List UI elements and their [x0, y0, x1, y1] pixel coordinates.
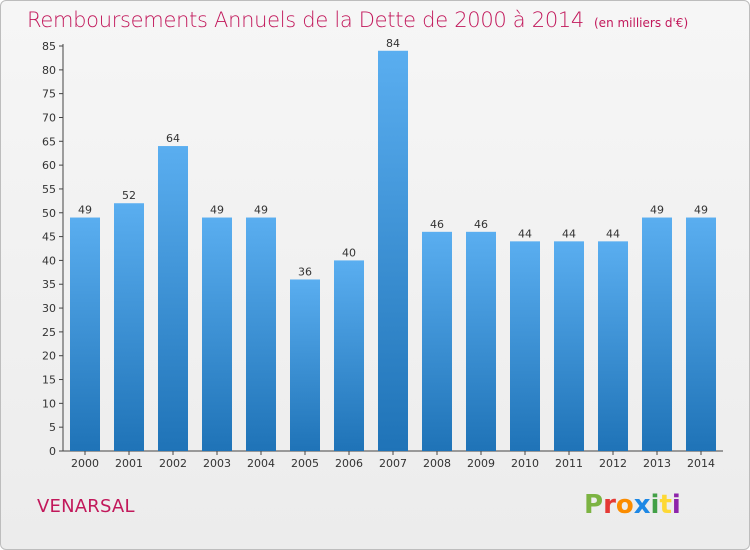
brand-letter: o: [615, 490, 634, 520]
y-tick-label: 10: [42, 397, 56, 410]
bar-2005: [290, 279, 320, 451]
chart-title-main: Remboursements Annuels de la Dette de 20…: [27, 8, 584, 32]
bar-value-label-2009: 46: [474, 218, 488, 231]
x-tick-label: 2005: [291, 457, 319, 470]
bar-2001: [114, 203, 144, 451]
brand-letter: P: [584, 490, 604, 520]
brand-letter: t: [659, 490, 672, 520]
bar-value-label-2007: 84: [386, 37, 400, 50]
x-tick-label: 2010: [511, 457, 539, 470]
y-tick-label: 75: [42, 88, 56, 101]
bar-2011: [554, 241, 584, 451]
y-tick-label: 45: [42, 231, 56, 244]
x-tick-label: 2011: [555, 457, 583, 470]
bar-2014: [686, 217, 716, 451]
bar-2000: [70, 217, 100, 451]
y-tick-label: 20: [42, 350, 56, 363]
x-tick-label: 2014: [687, 457, 715, 470]
brand-letter: x: [633, 490, 651, 520]
x-tick-label: 2009: [467, 457, 495, 470]
bar-value-label-2000: 49: [78, 204, 92, 217]
x-tick-label: 2003: [203, 457, 231, 470]
bar-2002: [158, 146, 188, 451]
bar-value-label-2012: 44: [606, 227, 620, 240]
bar-2013: [642, 217, 672, 451]
y-tick-label: 30: [42, 302, 56, 315]
bar-value-label-2013: 49: [650, 204, 664, 217]
bar-value-label-2006: 40: [342, 246, 356, 259]
y-tick-label: 35: [42, 278, 56, 291]
bar-value-label-2014: 49: [694, 204, 708, 217]
bar-2004: [246, 217, 276, 451]
bar-value-label-2011: 44: [562, 227, 576, 240]
chart-bars: [70, 50, 716, 451]
brand-letter: r: [603, 490, 616, 520]
x-tick-label: 2006: [335, 457, 363, 470]
x-tick-label: 2001: [115, 457, 143, 470]
proxiti-logo[interactable]: Proxiti: [584, 490, 681, 520]
brand-letter: i: [671, 490, 681, 520]
bar-2012: [598, 241, 628, 451]
bar-value-label-2010: 44: [518, 227, 532, 240]
y-tick-label: 5: [49, 421, 56, 434]
x-tick-label: 2002: [159, 457, 187, 470]
y-tick-label: 60: [42, 159, 56, 172]
x-tick-label: 2000: [71, 457, 99, 470]
bar-2006: [334, 260, 364, 451]
bar-value-label-2003: 49: [210, 204, 224, 217]
location-name: VENARSAL: [37, 496, 135, 517]
y-tick-label: 65: [42, 135, 56, 148]
brand-letter: i: [650, 490, 660, 520]
y-tick-label: 80: [42, 64, 56, 77]
bar-2010: [510, 241, 540, 451]
bar-2003: [202, 217, 232, 451]
x-tick-label: 2007: [379, 457, 407, 470]
chart-axes: 0 5 10 15 20 25 30 35 40 45 50 55 60 65 70 75 80 85 2000 20…: [42, 40, 723, 470]
bar-2009: [466, 231, 496, 451]
x-tick-label: 2012: [599, 457, 627, 470]
bar-value-label-2002: 64: [166, 132, 180, 145]
x-tick-label: 2008: [423, 457, 451, 470]
y-tick-label: 25: [42, 326, 56, 339]
chart-subtitle: (en milliers d'€): [594, 16, 689, 30]
bar-2008: [422, 231, 452, 451]
bar-2007: [378, 50, 408, 451]
bar-value-label-2004: 49: [254, 204, 268, 217]
bar-value-label-2005: 36: [298, 265, 312, 278]
chart-bar-labels: 49 52 64 49 49 36 40 84 46 46 44 44 44 49 49: [78, 37, 708, 279]
y-tick-label: 70: [42, 111, 56, 124]
y-tick-label: 85: [42, 40, 56, 53]
y-tick-label: 40: [42, 254, 56, 267]
chart-title: Remboursements Annuels de la Dette de 20…: [27, 8, 688, 32]
x-tick-label: 2004: [247, 457, 275, 470]
y-tick-label: 0: [49, 445, 56, 458]
y-tick-label: 55: [42, 183, 56, 196]
bar-value-label-2008: 46: [430, 218, 444, 231]
y-tick-label: 15: [42, 374, 56, 387]
bar-value-label-2001: 52: [122, 189, 136, 202]
y-tick-label: 50: [42, 207, 56, 220]
x-tick-label: 2013: [643, 457, 671, 470]
